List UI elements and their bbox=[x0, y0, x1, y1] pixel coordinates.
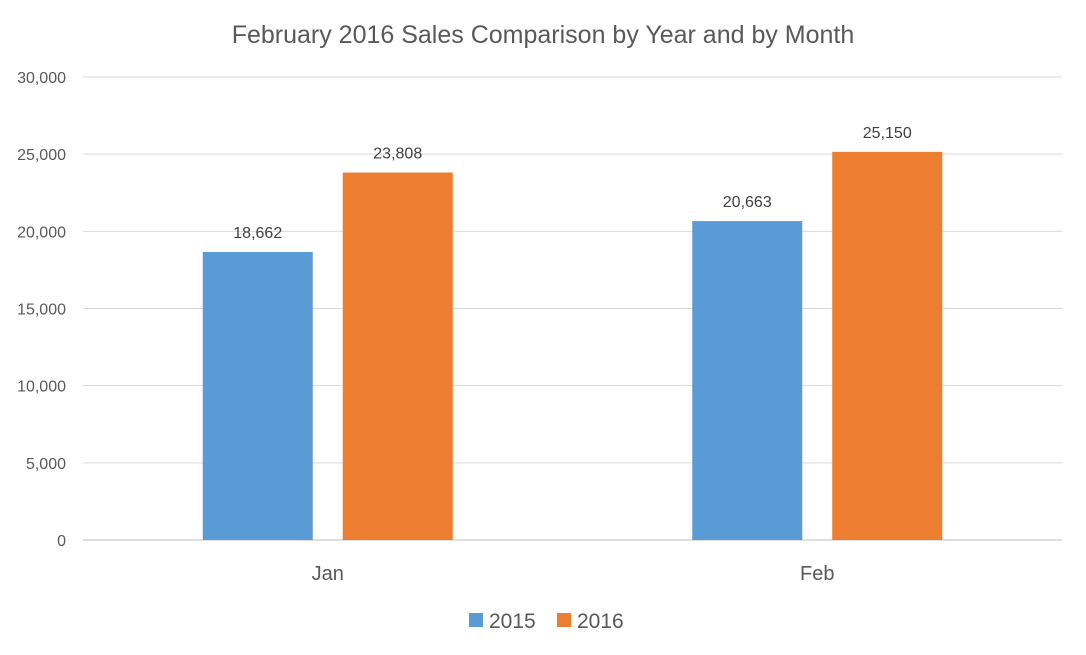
bar-2015-feb bbox=[692, 221, 803, 541]
legend-swatch bbox=[557, 613, 571, 627]
y-tick-label: 25,000 bbox=[17, 147, 66, 164]
x-axis: Jan Feb bbox=[312, 563, 835, 585]
y-tick-label: 10,000 bbox=[17, 379, 66, 396]
bars bbox=[202, 151, 943, 541]
y-tick-label: 0 bbox=[57, 533, 66, 550]
y-tick-label: 20,000 bbox=[17, 224, 66, 241]
legend-label: 2015 bbox=[489, 610, 536, 633]
bar-2016-feb bbox=[832, 151, 943, 540]
y-tick-label: 15,000 bbox=[17, 302, 66, 319]
data-label: 18,662 bbox=[233, 225, 282, 242]
bar-2016-jan bbox=[342, 172, 453, 540]
y-tick-label: 5,000 bbox=[26, 456, 66, 473]
y-axis: 0 5,000 10,000 15,000 20,000 25,000 30,000 bbox=[17, 70, 66, 550]
data-label: 25,150 bbox=[863, 125, 912, 142]
legend: 2015 2016 bbox=[469, 610, 624, 633]
bar-2015-jan bbox=[202, 251, 313, 540]
x-tick-label: Jan bbox=[312, 563, 344, 585]
legend-label: 2016 bbox=[577, 610, 624, 633]
x-tick-label: Feb bbox=[800, 563, 834, 585]
data-labels: 18,662 23,808 20,663 25,150 bbox=[233, 125, 912, 242]
y-tick-label: 30,000 bbox=[17, 70, 66, 87]
chart-title: February 2016 Sales Comparison by Year a… bbox=[232, 21, 855, 49]
data-label: 23,808 bbox=[373, 146, 422, 163]
legend-swatch bbox=[469, 613, 483, 627]
data-label: 20,663 bbox=[723, 194, 772, 211]
